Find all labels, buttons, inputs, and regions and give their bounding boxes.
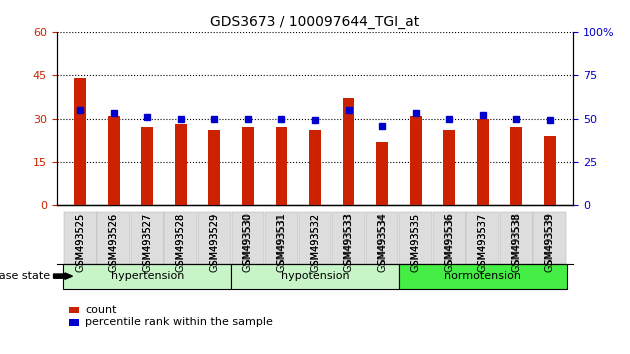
- Bar: [544, 136, 556, 205]
- Bar: [376, 142, 388, 205]
- Text: GSM493535: GSM493535: [411, 212, 421, 272]
- Text: GSM493526: GSM493526: [109, 213, 118, 272]
- Text: GSM493531: GSM493531: [277, 213, 287, 272]
- Text: GSM493529: GSM493529: [209, 213, 219, 272]
- Text: GSM493539: GSM493539: [545, 212, 555, 272]
- Text: GSM493528: GSM493528: [176, 213, 186, 272]
- Text: GSM493538: GSM493538: [512, 213, 521, 272]
- Text: GSM493534: GSM493534: [377, 212, 387, 272]
- Text: count: count: [85, 305, 117, 315]
- Text: GSM493525: GSM493525: [75, 213, 85, 272]
- Text: GSM493527: GSM493527: [142, 213, 152, 272]
- Text: GSM493525: GSM493525: [75, 212, 85, 272]
- Bar: [108, 116, 120, 205]
- Bar: [343, 98, 355, 205]
- Text: GSM493532: GSM493532: [310, 212, 320, 272]
- Text: GSM493537: GSM493537: [478, 212, 488, 272]
- Text: percentile rank within the sample: percentile rank within the sample: [85, 317, 273, 327]
- Text: GSM493534: GSM493534: [377, 213, 387, 272]
- Text: normotension: normotension: [444, 271, 521, 281]
- Bar: [444, 130, 455, 205]
- Text: GSM493532: GSM493532: [310, 213, 320, 272]
- Text: GSM493531: GSM493531: [277, 212, 287, 272]
- Text: GSM493533: GSM493533: [343, 212, 353, 272]
- Text: hypertension: hypertension: [111, 271, 184, 281]
- Text: GSM493537: GSM493537: [478, 213, 488, 272]
- Text: GSM493528: GSM493528: [176, 212, 186, 272]
- Bar: [74, 78, 86, 205]
- Text: GSM493536: GSM493536: [444, 212, 454, 272]
- Text: disease state: disease state: [0, 271, 50, 281]
- Text: hypotension: hypotension: [281, 271, 349, 281]
- Text: GSM493527: GSM493527: [142, 212, 152, 272]
- Text: GSM493526: GSM493526: [109, 212, 118, 272]
- Text: GSM493530: GSM493530: [243, 213, 253, 272]
- Text: GSM493539: GSM493539: [545, 213, 555, 272]
- Text: GSM493533: GSM493533: [343, 213, 353, 272]
- Text: GSM493535: GSM493535: [411, 213, 421, 272]
- Bar: [275, 127, 287, 205]
- Text: GSM493529: GSM493529: [209, 212, 219, 272]
- Bar: [141, 127, 153, 205]
- Bar: [175, 124, 186, 205]
- Bar: [242, 127, 254, 205]
- Text: GSM493538: GSM493538: [512, 212, 521, 272]
- Text: GSM493530: GSM493530: [243, 212, 253, 272]
- Title: GDS3673 / 100097644_TGI_at: GDS3673 / 100097644_TGI_at: [210, 16, 420, 29]
- Bar: [477, 119, 489, 205]
- Bar: [209, 130, 220, 205]
- Bar: [309, 130, 321, 205]
- Bar: [510, 127, 522, 205]
- Bar: [410, 116, 421, 205]
- Text: GSM493536: GSM493536: [444, 213, 454, 272]
